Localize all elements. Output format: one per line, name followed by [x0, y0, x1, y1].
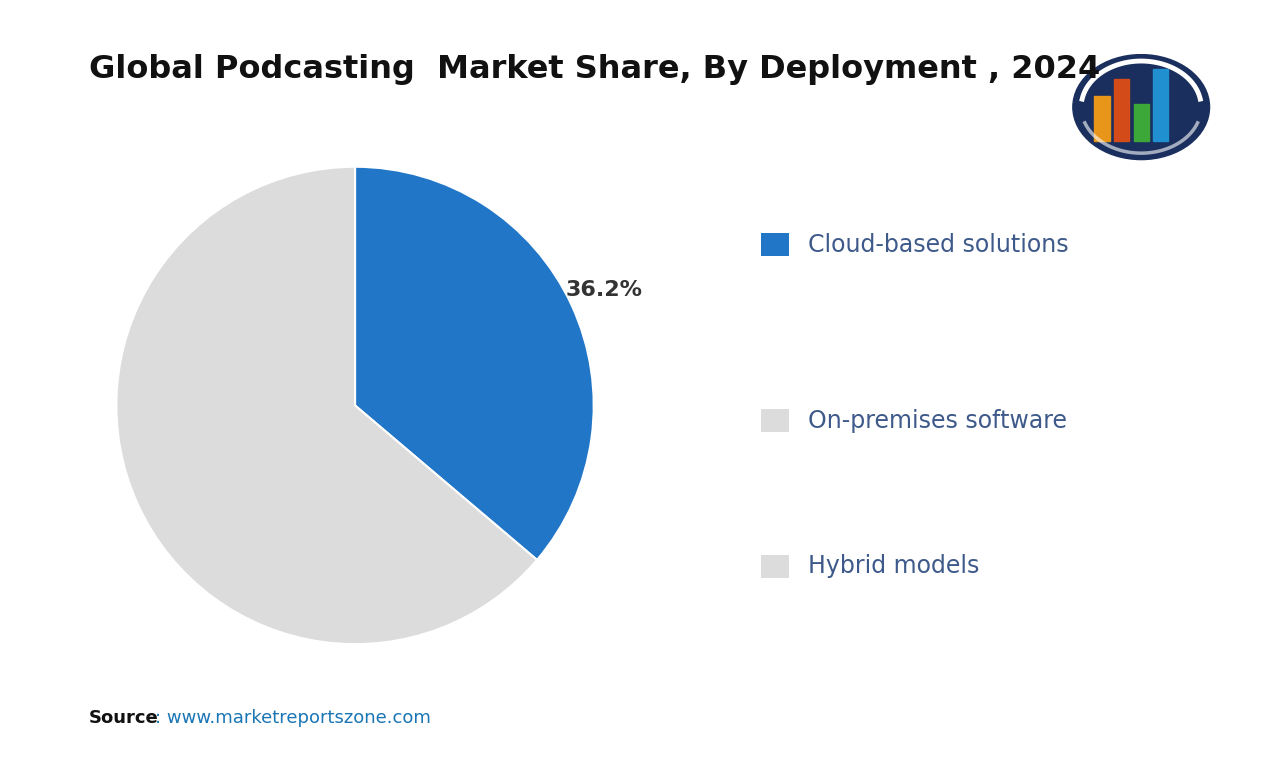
Text: Cloud-based solutions: Cloud-based solutions	[808, 233, 1069, 257]
Bar	[1153, 69, 1168, 142]
Text: Source: Source	[89, 709, 158, 727]
Text: : www.marketreportszone.com: : www.marketreportszone.com	[155, 709, 431, 727]
Wedge shape	[355, 167, 593, 560]
Circle shape	[1073, 54, 1210, 160]
Text: Hybrid models: Hybrid models	[808, 554, 979, 578]
Text: 36.2%: 36.2%	[566, 280, 643, 300]
Text: Global Podcasting  Market Share, By Deployment , 2024: Global Podcasting Market Share, By Deplo…	[89, 54, 1101, 85]
Bar	[1115, 80, 1130, 142]
Bar	[1094, 96, 1110, 142]
Bar	[1134, 104, 1149, 142]
Wedge shape	[117, 167, 538, 644]
Text: On-premises software: On-premises software	[808, 409, 1066, 433]
